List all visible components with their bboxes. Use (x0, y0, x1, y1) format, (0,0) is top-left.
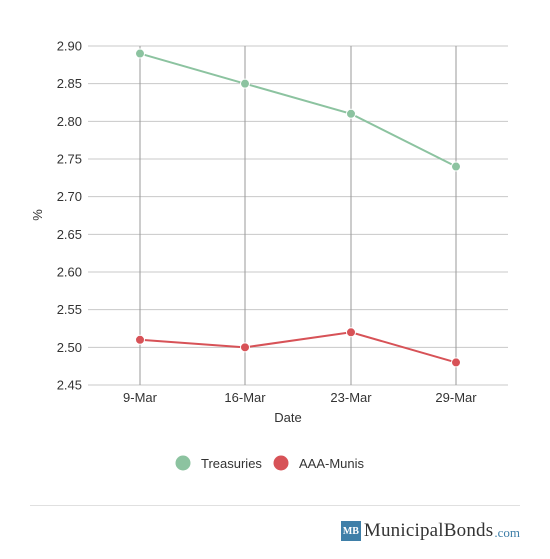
y-axis-ticks: 2.90 2.85 2.80 2.75 2.70 2.65 2.60 2.55 2.50 2.45 (57, 39, 82, 393)
x-axis-title: Date (274, 410, 301, 425)
data-point[interactable] (346, 108, 356, 119)
x-tick-label: 9-Mar (123, 390, 158, 405)
data-point[interactable] (135, 48, 145, 59)
y-tick-label: 2.90 (57, 39, 82, 54)
brand-name: MunicipalBonds (363, 520, 494, 541)
y-tick-label: 2.65 (57, 227, 82, 242)
x-tick-label: 23-Mar (330, 390, 372, 405)
x-tick-label: 29-Mar (435, 390, 477, 405)
series-lines (135, 48, 461, 368)
legend-label-1[interactable]: AAA-Munis (299, 456, 365, 471)
y-tick-label: 2.50 (57, 340, 82, 355)
y-tick-label: 2.60 (57, 265, 82, 280)
data-point[interactable] (240, 342, 250, 353)
x-axis-ticks: 9-Mar 16-Mar 23-Mar 29-Mar (123, 390, 477, 405)
legend-marker-0[interactable] (175, 455, 191, 471)
y-axis-title: % (30, 209, 45, 221)
legend: Treasuries AAA-Munis (175, 455, 365, 471)
series-line-0 (139, 52, 457, 168)
y-tick-label: 2.55 (57, 302, 82, 317)
data-point[interactable] (240, 78, 250, 89)
grid-lines (88, 45, 508, 386)
data-point[interactable] (451, 357, 461, 368)
y-tick-label: 2.80 (57, 114, 82, 129)
legend-marker-1[interactable] (273, 455, 289, 471)
data-point[interactable] (135, 334, 145, 345)
series-line-1 (139, 331, 457, 364)
brand-badge-icon: MB (340, 521, 361, 541)
brand-logo[interactable]: MB MunicipalBonds .com (340, 520, 520, 542)
footer-divider (30, 505, 520, 506)
y-tick-label: 2.45 (57, 378, 82, 393)
legend-label-0[interactable]: Treasuries (201, 456, 262, 471)
y-tick-label: 2.85 (57, 76, 82, 91)
y-tick-label: 2.75 (57, 152, 82, 167)
brand-tld: .com (494, 525, 520, 540)
y-tick-label: 2.70 (57, 189, 82, 204)
data-point[interactable] (346, 327, 356, 338)
data-point[interactable] (451, 161, 461, 172)
x-tick-label: 16-Mar (224, 390, 266, 405)
